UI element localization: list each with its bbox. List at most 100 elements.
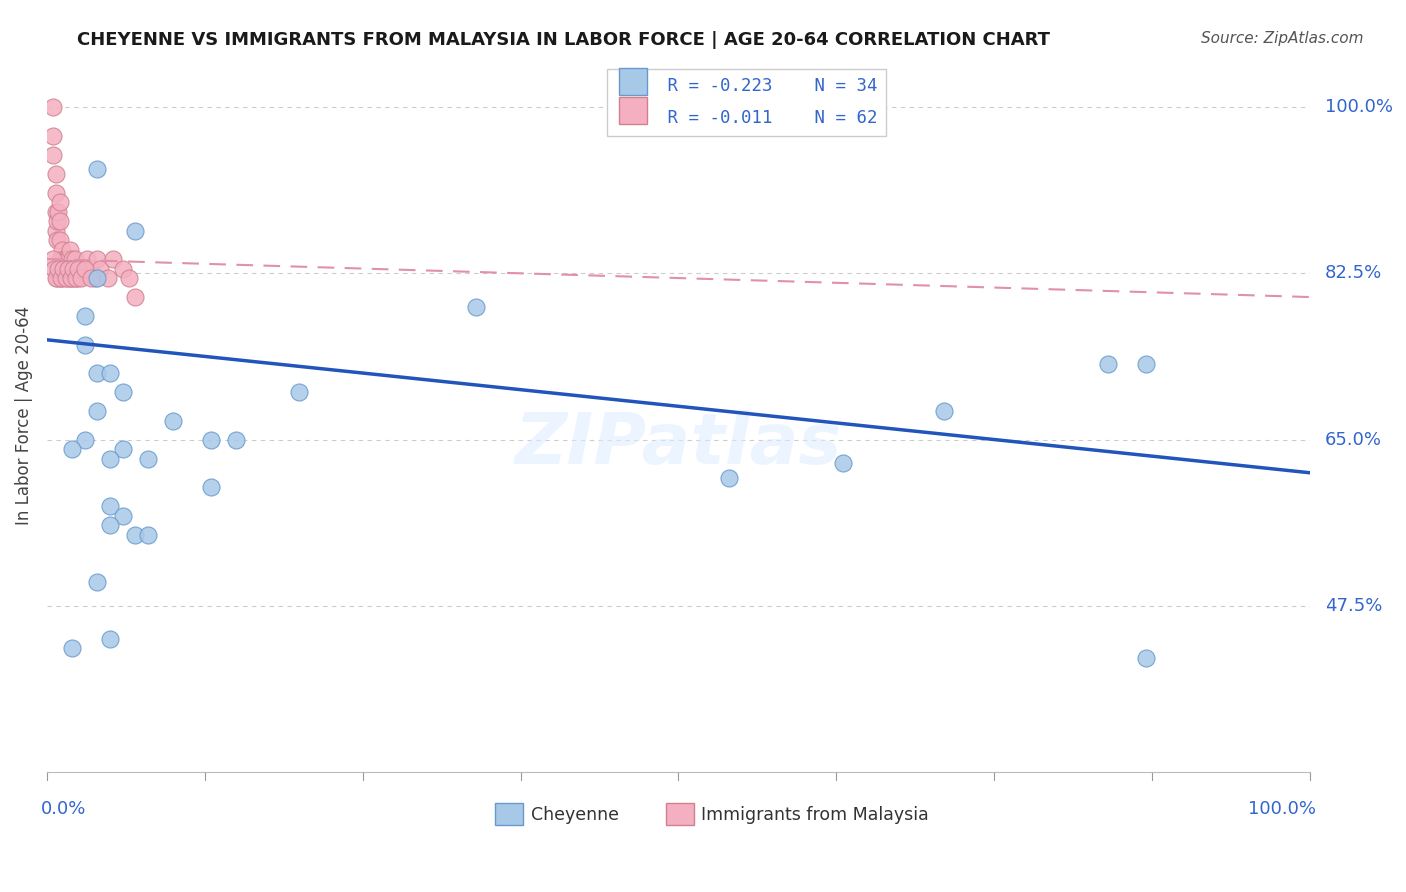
Point [96,271,118,285]
Point [56,271,79,285]
Point [465,300,488,314]
Point [932,404,955,418]
Point [45,223,67,237]
Point [288,385,311,400]
Point [73,309,96,323]
Point [98,451,121,466]
Point [51,243,73,257]
Point [200,433,222,447]
Point [63,252,86,266]
Point [86,366,108,380]
Point [67,271,90,285]
Point [42,128,65,143]
Point [225,433,247,447]
Point [45,204,67,219]
Text: ZIPatlas: ZIPatlas [515,409,842,479]
Point [73,261,96,276]
Point [86,404,108,418]
Point [60,261,83,276]
Point [86,574,108,589]
Text: 82.5%: 82.5% [1324,264,1382,282]
Point [59,271,82,285]
Point [55,261,77,276]
Point [101,252,124,266]
FancyBboxPatch shape [619,68,647,95]
Point [111,261,134,276]
Point [1097,357,1119,371]
Point [48,252,70,266]
Point [46,214,69,228]
Point [98,632,121,646]
Point [111,442,134,456]
Point [73,337,96,351]
Point [46,233,69,247]
Point [1135,357,1157,371]
Point [42,100,65,114]
Text: Immigrants from Malaysia: Immigrants from Malaysia [702,805,929,823]
Point [89,261,111,276]
Point [98,366,121,380]
Point [48,214,70,228]
Text: 47.5%: 47.5% [1324,597,1382,615]
Point [1135,651,1157,665]
Point [60,271,83,285]
Point [63,271,86,285]
Point [48,233,70,247]
FancyBboxPatch shape [666,803,693,825]
Point [42,147,65,161]
Point [76,252,98,266]
FancyBboxPatch shape [619,96,647,124]
Point [118,271,141,285]
Point [55,271,77,285]
Point [86,271,108,285]
Point [73,261,96,276]
Point [86,252,108,266]
Point [59,261,82,276]
Point [200,480,222,494]
Text: Cheyenne: Cheyenne [530,805,619,823]
Point [98,499,121,513]
Point [52,261,75,276]
Point [717,470,740,484]
Point [45,186,67,200]
Point [48,261,70,276]
Text: R = -0.223    N = 34
     R = -0.011    N = 62: R = -0.223 N = 34 R = -0.011 N = 62 [616,78,877,128]
Point [73,433,96,447]
Point [62,261,84,276]
Point [60,252,83,266]
Point [80,271,103,285]
Point [53,261,76,276]
Point [58,261,80,276]
Point [48,271,70,285]
Point [52,261,75,276]
Point [162,413,184,427]
Point [45,167,67,181]
Point [67,261,90,276]
Point [136,451,159,466]
Point [124,223,146,237]
Point [49,271,72,285]
Point [65,271,87,285]
Point [60,641,83,656]
Point [46,204,69,219]
Point [98,518,121,533]
Text: 100.0%: 100.0% [1249,800,1316,819]
Text: 65.0%: 65.0% [1324,431,1382,449]
Point [48,195,70,210]
Text: CHEYENNE VS IMMIGRANTS FROM MALAYSIA IN LABOR FORCE | AGE 20-64 CORRELATION CHAR: CHEYENNE VS IMMIGRANTS FROM MALAYSIA IN … [77,31,1050,49]
Point [831,456,853,470]
Point [46,261,69,276]
Point [80,261,103,276]
Point [46,271,69,285]
Point [83,271,105,285]
Point [70,271,93,285]
Point [52,252,75,266]
Point [42,252,65,266]
Point [136,527,159,541]
Point [111,385,134,400]
Y-axis label: In Labor Force | Age 20-64: In Labor Force | Age 20-64 [15,306,32,525]
Point [124,290,146,304]
Text: 100.0%: 100.0% [1324,98,1393,116]
Point [51,271,73,285]
Point [44,261,66,276]
